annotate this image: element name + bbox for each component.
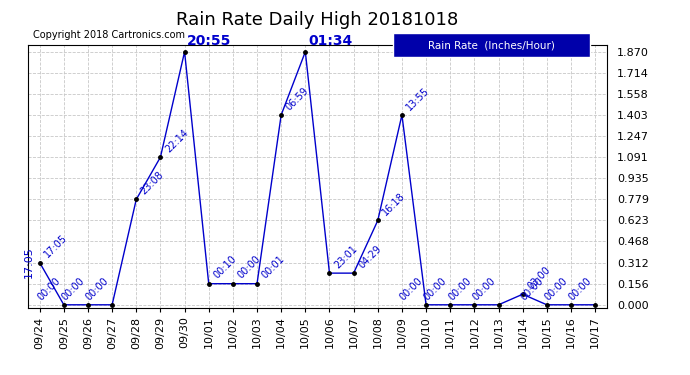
Text: 03:00: 03:00: [526, 265, 552, 291]
Text: 00:00: 00:00: [567, 275, 593, 302]
Text: 00:00: 00:00: [519, 275, 545, 302]
Text: Rain Rate Daily High 20181018: Rain Rate Daily High 20181018: [176, 11, 459, 29]
Text: 00:00: 00:00: [422, 275, 448, 302]
Text: 00:00: 00:00: [398, 275, 424, 302]
Text: 04:29: 04:29: [357, 244, 383, 270]
Text: 00:00: 00:00: [236, 254, 262, 281]
Text: Copyright 2018 Cartronics.com: Copyright 2018 Cartronics.com: [33, 30, 186, 40]
Text: 00:00: 00:00: [446, 275, 473, 302]
Text: 00:00: 00:00: [60, 275, 86, 302]
Text: 00:10: 00:10: [212, 254, 238, 281]
Text: 16:18: 16:18: [381, 191, 407, 218]
Text: 00:00: 00:00: [471, 275, 497, 302]
Text: Rain Rate  (Inches/Hour): Rain Rate (Inches/Hour): [428, 40, 555, 50]
FancyBboxPatch shape: [393, 33, 590, 57]
Text: 17:05: 17:05: [43, 233, 69, 260]
Text: 01:34: 01:34: [308, 34, 353, 48]
Text: 22:14: 22:14: [164, 128, 190, 154]
Text: 20:55: 20:55: [188, 34, 232, 48]
Text: 00:00: 00:00: [36, 275, 62, 302]
Text: 23:01: 23:01: [333, 244, 359, 270]
Text: 00:01: 00:01: [260, 254, 286, 281]
Text: 23:08: 23:08: [139, 170, 166, 196]
Text: 17:05: 17:05: [24, 247, 34, 279]
Text: 13:55: 13:55: [405, 85, 431, 112]
Text: 00:00: 00:00: [84, 275, 110, 302]
Text: 00:00: 00:00: [543, 275, 569, 302]
Text: 06:59: 06:59: [284, 86, 310, 112]
